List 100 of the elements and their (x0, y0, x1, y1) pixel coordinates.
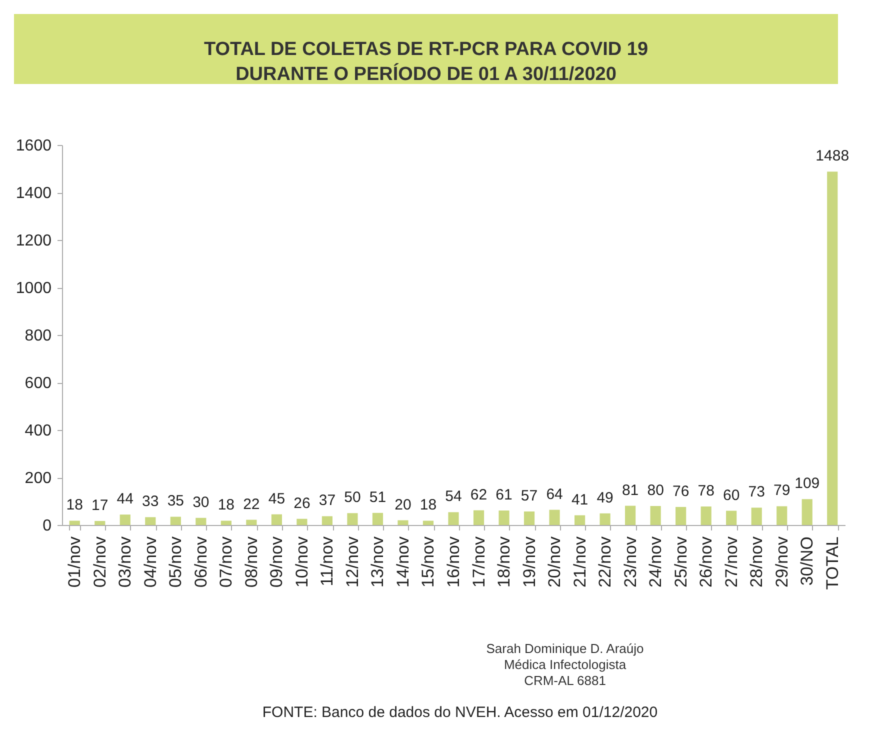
data-label: 30 (192, 494, 210, 511)
text: Médica Infectologista (504, 657, 627, 672)
x-tick-label: 29/nov (772, 536, 792, 588)
bar (398, 520, 408, 525)
bar (145, 517, 156, 525)
x-tick-label: 05/nov (166, 536, 186, 588)
y-tick-label: 1600 (16, 138, 52, 154)
x-tick-label: 20/nov (545, 536, 564, 588)
data-label: 1488 (816, 148, 850, 165)
x-tick-label: 22/nov (596, 536, 615, 588)
x-tick-label: 11/nov (318, 536, 337, 586)
bar (650, 506, 661, 525)
data-label: 76 (672, 482, 690, 500)
data-label: 50 (344, 489, 361, 506)
x-tick-label: 18/nov (494, 536, 514, 588)
data-label: 33 (142, 493, 159, 510)
bar (196, 518, 206, 525)
x-tick-label: 02/nov (90, 536, 110, 588)
data-label: 26 (294, 494, 310, 512)
bar (776, 506, 788, 525)
x-tick-label: 30/NO (798, 536, 817, 586)
bar (549, 510, 560, 525)
bar (448, 512, 459, 525)
data-label: 45 (268, 490, 286, 508)
data-label: 80 (647, 482, 664, 499)
data-label: 64 (546, 486, 563, 503)
data-label: 79 (774, 482, 790, 500)
x-tick-label: 27/nov (722, 536, 741, 588)
data-label: 78 (698, 482, 714, 500)
bar (473, 510, 484, 525)
bar (69, 520, 80, 525)
x-tick-label: 26/nov (696, 536, 716, 588)
x-tick-label: 17/nov (469, 536, 488, 588)
y-tick-label: 1400 (16, 185, 52, 202)
x-tick-label: 04/nov (140, 536, 160, 588)
data-label: 35 (167, 492, 184, 510)
bar (498, 510, 510, 525)
y-tick-label: 0 (42, 518, 52, 534)
x-tick-label: 01/nov (65, 536, 84, 588)
x-tick-label: 15/nov (418, 536, 438, 588)
x-tick-label: 13/nov (368, 536, 388, 588)
bar (271, 514, 282, 525)
bar (120, 514, 130, 525)
text: Sarah Dominique D. Araújo (486, 641, 644, 656)
data-label: 60 (722, 486, 740, 504)
x-tick-label: TOTAL (822, 536, 842, 590)
source-note: FONTE: Banco de dados do NVEH. Acesso em 01/12/2020 (262, 704, 658, 721)
bar (220, 520, 232, 525)
bar (94, 520, 106, 525)
bar (574, 515, 586, 525)
bar (751, 508, 762, 525)
bar (827, 172, 838, 525)
x-tick-label: 19/nov (520, 536, 539, 588)
data-label: 49 (596, 489, 614, 506)
chart-title: TOTAL DE COLETAS DE RT-PCR PARA COVID 19 DURANTE O PERÍODO DE 01 A 30/11/2020 (204, 39, 648, 85)
bar (676, 506, 686, 525)
bar (524, 511, 535, 525)
x-tick-label: 10/nov (292, 536, 312, 588)
bar (625, 506, 636, 525)
data-label: 41 (571, 491, 588, 508)
data-label: 22 (243, 496, 260, 513)
data-label: 109 (794, 475, 820, 492)
y-tick-label: 400 (24, 422, 52, 440)
x-tick-label: 03/nov (116, 536, 135, 588)
y-tick-label: 600 (24, 375, 52, 392)
bar (600, 513, 610, 525)
x-tick-label: 14/nov (393, 536, 412, 588)
x-tick-label: 21/nov (570, 536, 590, 588)
bar (700, 506, 712, 525)
data-label: 73 (748, 484, 765, 501)
data-label: 54 (445, 488, 462, 506)
data-label: 20 (394, 496, 412, 514)
bar (296, 518, 308, 525)
data-label: 44 (116, 490, 134, 508)
x-tick-label: 07/nov (216, 536, 236, 588)
bar (322, 516, 333, 525)
x-tick-label: 25/nov (671, 536, 690, 588)
data-label: 81 (622, 482, 639, 499)
x-tick-label: 06/nov (191, 536, 210, 588)
x-tick-label: 28/nov (747, 536, 766, 588)
bar (802, 499, 812, 525)
data-label: 51 (369, 488, 386, 506)
bar (347, 513, 358, 525)
data-label: 17 (92, 496, 108, 514)
data-label: 37 (318, 492, 336, 510)
x-tick-label: 08/nov (242, 536, 261, 588)
x-tick-label: 23/nov (620, 536, 640, 588)
data-label: 57 (520, 487, 538, 504)
bar (726, 510, 737, 525)
text: CRM-AL 6881 (524, 673, 606, 688)
data-label: 62 (470, 486, 488, 504)
y-tick-label: 800 (24, 328, 52, 344)
x-tick-label: 16/nov (444, 536, 463, 588)
bar (422, 520, 434, 525)
bar (372, 512, 384, 525)
data-label: 61 (496, 486, 512, 504)
data-label: 18 (218, 496, 235, 514)
bar (246, 520, 257, 525)
bar (170, 516, 181, 525)
y-tick-label: 1200 (16, 232, 52, 250)
